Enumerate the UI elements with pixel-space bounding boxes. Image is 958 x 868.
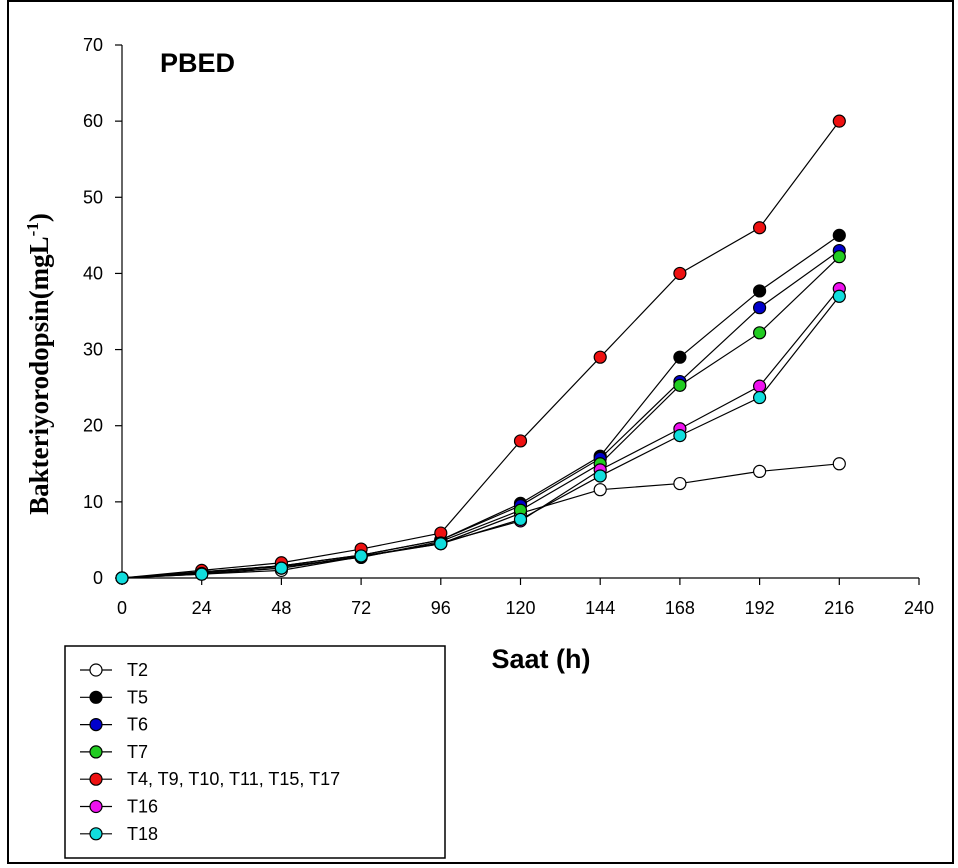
series-line (121, 295, 840, 579)
y-axis-label-close: ) (24, 213, 54, 222)
y-tick-label: 30 (83, 340, 103, 360)
data-point (752, 221, 767, 235)
chart-title: PBED (160, 48, 235, 78)
data-point (195, 567, 209, 581)
y-tick-label: 70 (83, 35, 103, 55)
figure-frame (7, 0, 954, 864)
y-tick-label: 50 (83, 187, 103, 207)
x-tick-label: 72 (351, 598, 371, 618)
data-point (832, 114, 846, 128)
data-point (832, 228, 846, 242)
y-tick-label: 20 (83, 416, 103, 436)
legend-label: T2 (127, 660, 148, 680)
data-point (752, 390, 767, 405)
legend-label: T4, T9, T10, T11, T15, T17 (127, 769, 340, 789)
data-point (832, 457, 846, 471)
x-tick-label: 24 (192, 598, 212, 618)
data-point (354, 549, 368, 563)
x-tick-label: 120 (505, 598, 535, 618)
x-tick-label: 48 (271, 598, 291, 618)
legend: T2 T5 T6 T7 T4, T9, T10, T11, T15, T17 T16 T18 (80, 660, 340, 844)
data-point (752, 379, 767, 393)
data-point (832, 289, 846, 303)
ticks: 0 24 48 72 96 120 144 168 192 216 240 0 10 20 30 40 50 60… (83, 35, 934, 618)
legend-marker (89, 690, 103, 704)
legend-label: T18 (127, 824, 158, 844)
legend-marker (89, 799, 103, 814)
data-point (752, 301, 767, 315)
legend-marker (89, 663, 103, 677)
legend-label: T7 (127, 742, 148, 762)
data-point (752, 464, 767, 478)
series-group (115, 114, 846, 585)
x-tick-label: 168 (665, 598, 695, 618)
legend-marker (89, 772, 103, 786)
y-axis-label-main: Bakteriyorodopsin(mgL (24, 236, 54, 515)
data-point (673, 429, 687, 443)
y-axis-label: Bakteriyorodopsin(mgL-1) (23, 213, 54, 515)
series-line (121, 463, 840, 579)
y-tick-label: 60 (83, 111, 103, 131)
legend-label: T5 (127, 687, 148, 707)
data-point (752, 284, 767, 298)
x-tick-label: 144 (585, 598, 615, 618)
data-point (673, 476, 687, 491)
data-point (593, 350, 607, 364)
x-tick-label: 216 (824, 598, 854, 618)
data-point (434, 537, 448, 551)
data-point (513, 512, 528, 526)
x-tick-label: 0 (117, 598, 127, 618)
legend-marker (89, 717, 103, 732)
legend-box (64, 645, 446, 859)
series-line (121, 120, 840, 579)
y-tick-label: 0 (93, 568, 103, 588)
data-point (593, 483, 607, 497)
legend-marker (89, 745, 103, 759)
data-point (274, 561, 288, 575)
series-line (121, 288, 840, 579)
legend-label: T16 (127, 797, 158, 817)
data-point (593, 469, 607, 483)
y-tick-label: 10 (83, 492, 103, 512)
y-tick-label: 40 (83, 263, 103, 283)
x-tick-label: 96 (431, 598, 451, 618)
x-tick-label: 240 (904, 598, 934, 618)
series-line (121, 256, 840, 579)
x-tick-label: 192 (745, 598, 775, 618)
legend-label: T6 (127, 715, 148, 735)
data-point (832, 250, 846, 264)
data-point (115, 571, 129, 585)
y-axis-label-sup: -1 (23, 222, 42, 236)
data-point (673, 350, 687, 364)
series-line (121, 234, 840, 579)
legend-marker (89, 827, 103, 841)
data-point (752, 326, 767, 340)
x-axis-label: Saat (h) (491, 644, 590, 674)
series-line (121, 250, 840, 579)
data-point (673, 378, 687, 392)
data-point (513, 434, 528, 448)
data-point (673, 266, 687, 281)
